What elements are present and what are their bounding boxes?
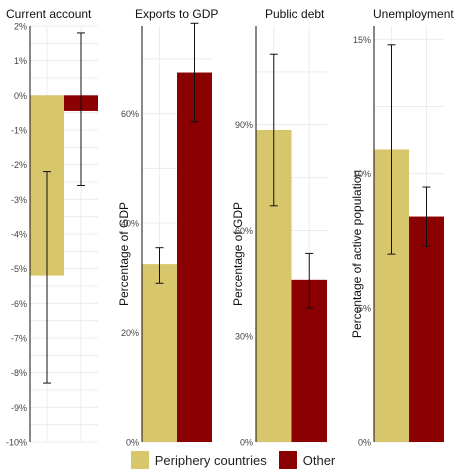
error-bar-periphery	[155, 247, 164, 284]
panel-title: Current account	[6, 7, 92, 21]
legend-swatch-periphery	[130, 451, 149, 469]
legend: Periphery countries Other	[0, 447, 466, 473]
y-axis-label: Percentage of active population	[350, 170, 364, 338]
tick-label: 15%	[353, 35, 371, 45]
tick-label: -9%	[11, 403, 27, 413]
y-axis-label: Percentage of GDP	[117, 202, 131, 306]
panel-4: Unemployment Percentage of active populat…	[350, 7, 454, 448]
legend-item-other: Other	[278, 451, 336, 469]
panel-3: Public debt Percentage of GDP 0% 30% 60% 90%	[231, 7, 327, 448]
error-bar-periphery	[269, 53, 278, 207]
error-bar-periphery	[387, 44, 396, 255]
tick-label: 2%	[14, 22, 27, 32]
tick-label: 0%	[126, 438, 139, 448]
bar-periphery	[142, 264, 177, 442]
error-bar-other	[77, 32, 85, 186]
tick-label: 60%	[121, 109, 139, 119]
tick-label: 90%	[235, 120, 253, 130]
error-bar-other	[422, 186, 431, 247]
y-axis-label: Percentage of GDP	[231, 202, 245, 306]
error-bar-other	[190, 22, 199, 123]
tick-label: -7%	[11, 334, 27, 344]
tick-label: -1%	[11, 126, 27, 136]
error-bar-other	[305, 252, 314, 309]
legend-label-other: Other	[302, 452, 336, 468]
tick-label: 0%	[240, 438, 253, 448]
panel-title: Unemployment	[373, 7, 454, 21]
error-bar-periphery	[43, 171, 51, 384]
tick-label: 10%	[353, 169, 371, 179]
tick-label: -4%	[11, 230, 27, 240]
tick-label: 1%	[14, 56, 27, 66]
bar-other	[409, 216, 444, 442]
tick-label: -2%	[11, 160, 27, 170]
panel-2: Exports to GDP Percentage of GDP 0% 20% 40% 6…	[117, 7, 218, 448]
legend-swatch-other	[278, 451, 297, 469]
tick-label: 0%	[358, 438, 371, 448]
bar-other	[177, 72, 212, 443]
tick-label: -8%	[11, 368, 27, 378]
tick-label: -10%	[6, 438, 27, 448]
tick-label: 0%	[14, 91, 27, 101]
tick-label: -6%	[11, 299, 27, 309]
tick-label: 20%	[121, 328, 139, 338]
legend-label-periphery: Periphery countries	[154, 452, 267, 468]
tick-label: 40%	[121, 219, 139, 229]
tick-label: 5%	[358, 303, 371, 313]
tick-label: 30%	[235, 332, 253, 342]
tick-label: 60%	[235, 226, 253, 236]
tick-label: -3%	[11, 195, 27, 205]
panel-title: Exports to GDP	[135, 7, 218, 21]
tick-label: -5%	[11, 264, 27, 274]
legend-item-periphery: Periphery countries	[130, 451, 267, 469]
panel-title: Public debt	[265, 7, 325, 21]
